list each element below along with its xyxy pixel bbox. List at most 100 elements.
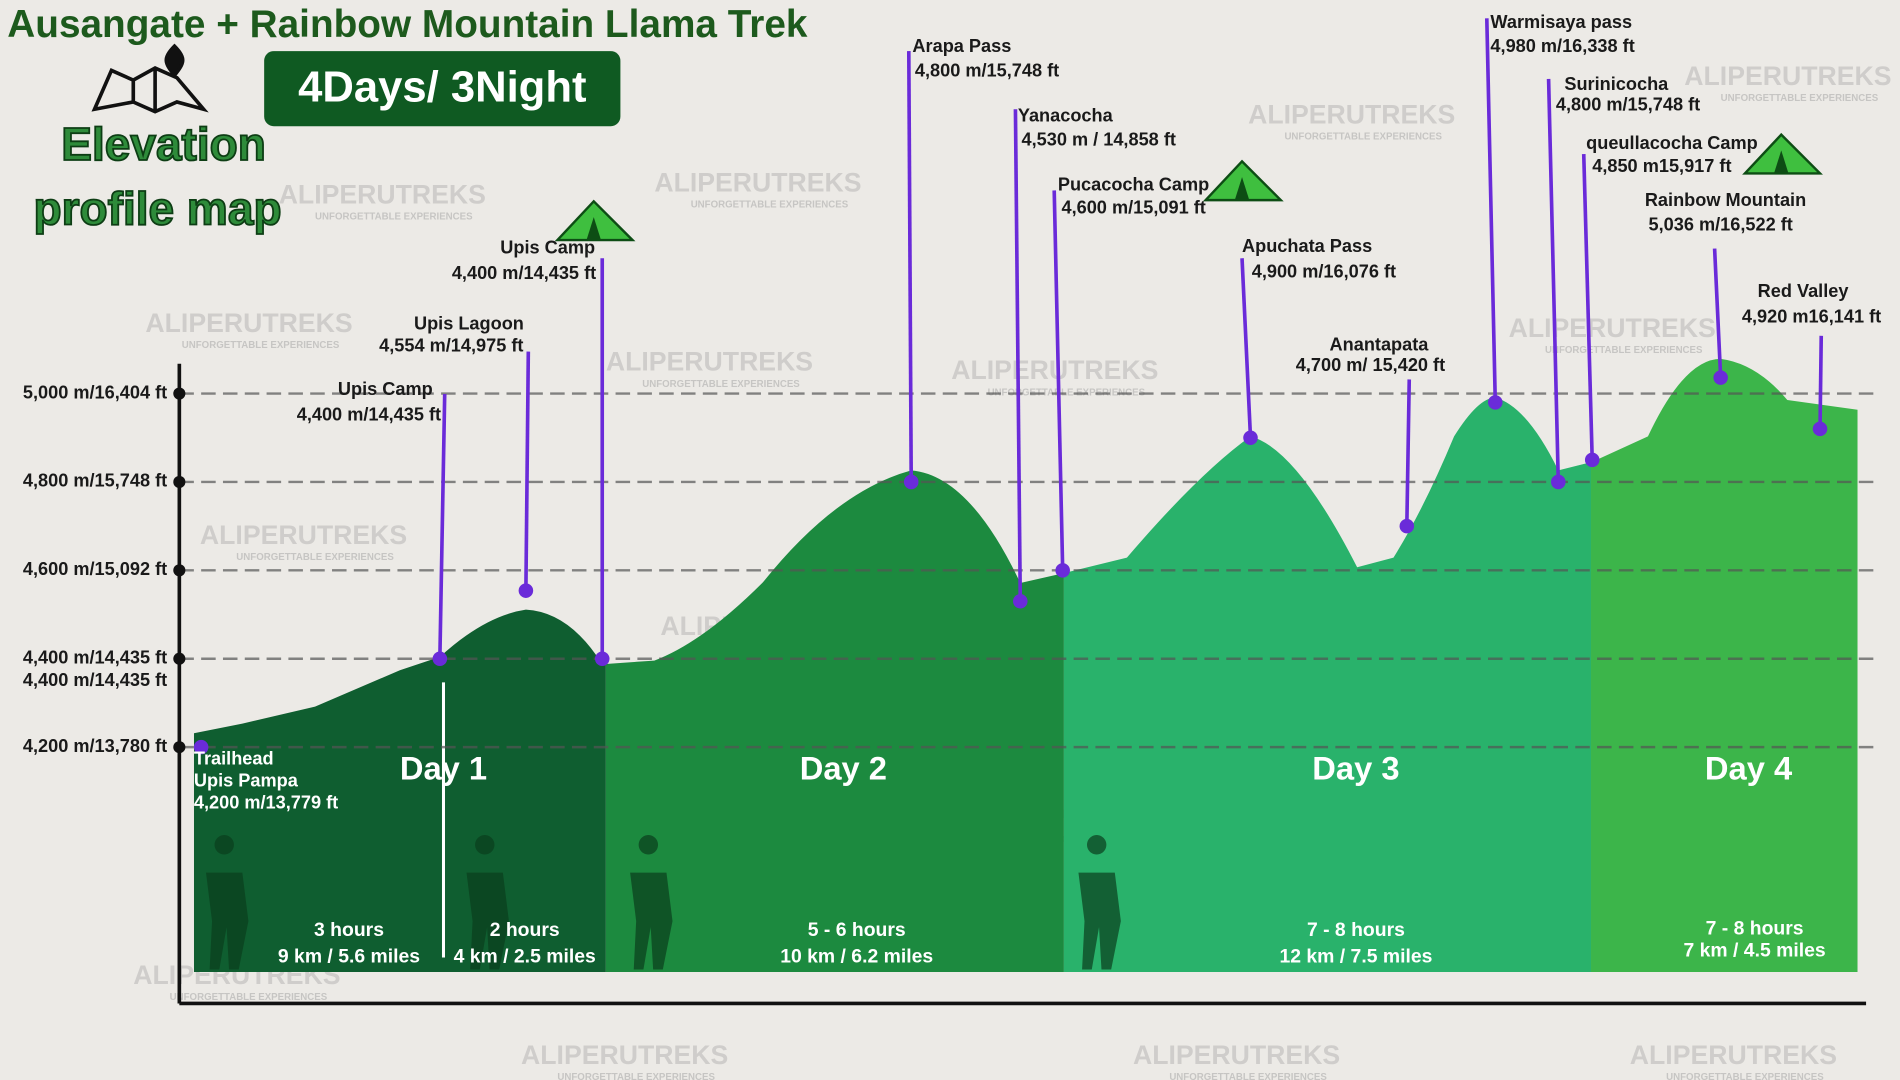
tick-dot bbox=[173, 475, 186, 488]
tick-dot bbox=[173, 387, 186, 400]
tent-door bbox=[1773, 150, 1789, 174]
day-2-area bbox=[605, 358, 1064, 972]
watermark-tagline: UNFORGETTABLE EXPERIENCES bbox=[691, 200, 849, 211]
leader-line bbox=[1240, 258, 1253, 438]
watermark-tagline: UNFORGETTABLE EXPERIENCES bbox=[557, 1072, 715, 1080]
waypoint-elevation: 4,554 m/14,975 ft bbox=[379, 336, 523, 356]
leader-line bbox=[1013, 109, 1023, 602]
leader-line bbox=[438, 393, 447, 659]
watermark-tagline: UNFORGETTABLE EXPERIENCES bbox=[1666, 1072, 1824, 1080]
waypoint-name: Apuchata Pass bbox=[1242, 236, 1372, 256]
waypoint-marker bbox=[1584, 452, 1600, 468]
y-tick-label: 4,600 m/15,092 ft bbox=[23, 559, 167, 579]
day-3-area bbox=[1063, 358, 1592, 972]
leader-line bbox=[1818, 335, 1824, 429]
waypoint-marker bbox=[193, 739, 209, 755]
segment-distance: 7 km / 4.5 miles bbox=[1684, 940, 1826, 962]
leader-line bbox=[1484, 18, 1498, 403]
waypoint-elevation: 4,600 m/15,091 ft bbox=[1061, 197, 1205, 217]
leader-line bbox=[524, 351, 531, 591]
watermark: ALIPERUTREKS bbox=[279, 180, 486, 210]
day-label: Day 3 bbox=[1312, 749, 1399, 786]
waypoint-marker bbox=[1055, 563, 1070, 578]
watermark: ALIPERUTREKS bbox=[1509, 313, 1716, 343]
leader-line bbox=[906, 51, 914, 482]
watermark-tagline: UNFORGETTABLE EXPERIENCES bbox=[315, 212, 473, 223]
watermark: ALIPERUTREKS bbox=[1630, 1040, 1837, 1070]
leader-line bbox=[1546, 78, 1561, 482]
subtitle-1: Elevation bbox=[61, 118, 266, 170]
waypoint-name: Surinicocha bbox=[1564, 74, 1669, 94]
map-icon bbox=[91, 43, 209, 114]
segment-distance: 9 km / 5.6 miles bbox=[278, 946, 420, 968]
badge-text: 4Days/ 3Night bbox=[298, 63, 586, 111]
waypoint-marker bbox=[1013, 594, 1028, 609]
tent-door bbox=[1234, 177, 1250, 201]
chart-title: Ausangate + Rainbow Mountain Llama Trek bbox=[7, 3, 808, 46]
tick-dot bbox=[173, 652, 186, 665]
subtitle-2: profile map bbox=[33, 182, 281, 234]
hikers bbox=[205, 835, 1121, 970]
tent-door bbox=[586, 217, 602, 241]
segment-time: 2 hours bbox=[490, 919, 560, 941]
watermark: ALIPERUTREKS bbox=[1133, 1040, 1340, 1070]
waypoint-name: Arapa Pass bbox=[912, 36, 1011, 56]
watermark-tagline: UNFORGETTABLE EXPERIENCES bbox=[988, 387, 1146, 398]
waypoint-marker bbox=[518, 583, 534, 598]
segment-distance: 12 km / 7.5 miles bbox=[1279, 946, 1432, 968]
watermark: ALIPERUTREKS bbox=[606, 347, 813, 377]
day-label: Day 4 bbox=[1705, 749, 1793, 786]
segment-distance: 4 km / 2.5 miles bbox=[454, 946, 596, 968]
waypoint-elevation: 4,800 m/15,748 ft bbox=[915, 60, 1059, 80]
waypoint-marker bbox=[1713, 370, 1728, 385]
waypoint-name: Rainbow Mountain bbox=[1645, 190, 1806, 210]
tick-dot bbox=[173, 741, 186, 754]
watermark: ALIPERUTREKS bbox=[951, 355, 1158, 385]
y-tick-label: 4,400 m/14,435 ft bbox=[23, 648, 167, 668]
watermark-tagline: UNFORGETTABLE EXPERIENCES bbox=[1721, 93, 1879, 104]
waypoint-elevation: 4,980 m/16,338 ft bbox=[1490, 36, 1634, 56]
day-label: Day 1 bbox=[400, 749, 487, 786]
waypoint-name: queullacocha Camp bbox=[1586, 133, 1758, 153]
waypoint-elevation: 4,400 m/14,435 ft bbox=[297, 405, 441, 425]
waypoint-name: Upis Lagoon bbox=[414, 314, 524, 334]
waypoint-marker bbox=[1551, 474, 1566, 490]
watermark-tagline: UNFORGETTABLE EXPERIENCES bbox=[182, 340, 340, 351]
segment-time: 3 hours bbox=[314, 919, 384, 941]
watermark-tagline: UNFORGETTABLE EXPERIENCES bbox=[236, 552, 394, 563]
watermark-tagline: UNFORGETTABLE EXPERIENCES bbox=[1169, 1072, 1327, 1080]
watermark-tagline: UNFORGETTABLE EXPERIENCES bbox=[170, 992, 328, 1003]
segment-time: 5 - 6 hours bbox=[808, 919, 906, 941]
watermark-tagline: UNFORGETTABLE EXPERIENCES bbox=[1284, 132, 1442, 143]
waypoint-elevation: 4,400 m/14,435 ft bbox=[452, 263, 596, 283]
waypoint-name: Trailhead bbox=[194, 749, 274, 769]
waypoint-elevation: 4,530 m / 14,858 ft bbox=[1021, 130, 1175, 150]
waypoint-marker bbox=[1399, 518, 1415, 534]
waypoint-marker bbox=[1243, 430, 1258, 446]
waypoint-marker bbox=[594, 651, 610, 667]
watermark: ALIPERUTREKS bbox=[1248, 100, 1455, 130]
leader-line bbox=[1581, 154, 1595, 460]
watermark: ALIPERUTREKS bbox=[1684, 61, 1891, 91]
y-tick-label: 5,000 m/16,404 ft bbox=[23, 382, 167, 402]
day-label: Day 2 bbox=[800, 749, 887, 786]
waypoint-name: Yanacocha bbox=[1018, 105, 1114, 125]
leader-line bbox=[1052, 190, 1065, 571]
day-4-area bbox=[1591, 358, 1858, 972]
watermark: ALIPERUTREKS bbox=[200, 520, 407, 550]
waypoint-place: Upis Pampa bbox=[194, 771, 299, 791]
waypoint-elevation: 4,700 m/ 15,420 ft bbox=[1296, 355, 1445, 375]
badge bbox=[264, 51, 621, 127]
segment-time: 7 - 8 hours bbox=[1307, 919, 1405, 941]
waypoint-elevation: 5,036 m/16,522 ft bbox=[1648, 214, 1792, 234]
y-tick-label: 4,800 m/15,748 ft bbox=[23, 471, 167, 491]
waypoint-marker bbox=[903, 474, 919, 490]
waypoint-elevation: 4,800 m/15,748 ft bbox=[1556, 94, 1700, 114]
waypoint-name: Upis Camp bbox=[338, 379, 433, 399]
watermark-tagline: UNFORGETTABLE EXPERIENCES bbox=[1545, 345, 1703, 356]
waypoint-name: Pucacocha Camp bbox=[1058, 174, 1209, 194]
segment-distance: 10 km / 6.2 miles bbox=[780, 946, 933, 968]
waypoint-marker bbox=[1488, 395, 1503, 410]
annotation: 4,400 m/14,435 ft bbox=[23, 670, 167, 690]
